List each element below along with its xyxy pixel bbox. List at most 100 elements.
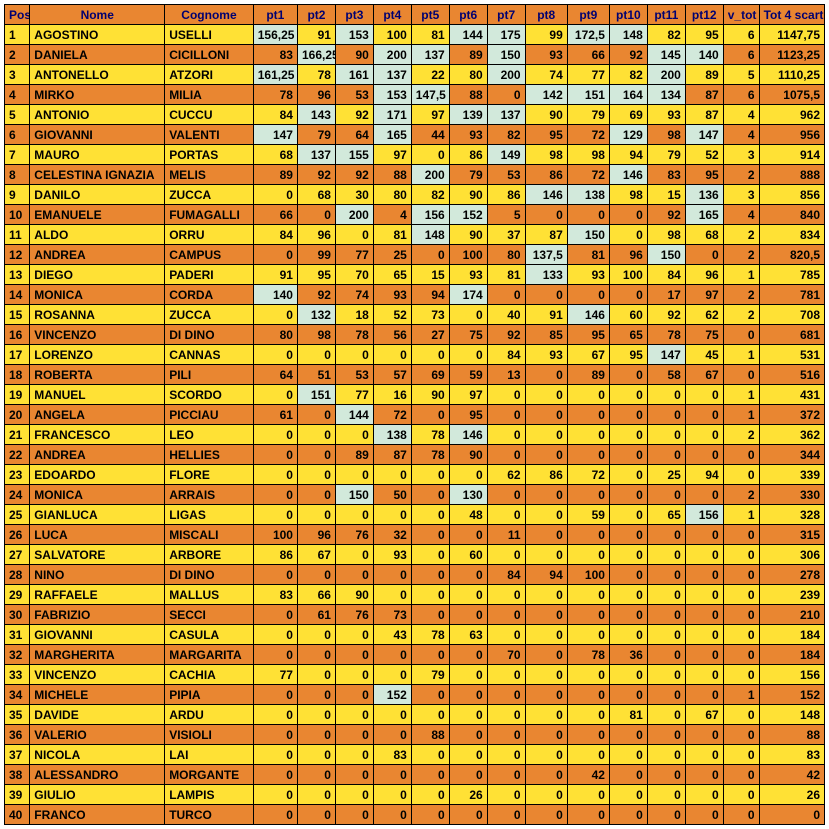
col-pt8: pt8: [525, 5, 567, 25]
cell-pt4: 0: [373, 705, 411, 725]
cell-pt8: 0: [525, 525, 567, 545]
cell-pt11: 98: [647, 125, 685, 145]
cell-pt6: 100: [449, 245, 487, 265]
cell-cognome: LAI: [165, 745, 254, 765]
cell-pt1: 161,25: [253, 65, 297, 85]
cell-cognome: HELLIES: [165, 445, 254, 465]
cell-pt8: 0: [525, 385, 567, 405]
cell-nome: SALVATORE: [30, 545, 165, 565]
cell-pt7: 70: [487, 645, 525, 665]
cell-pt2: 0: [297, 405, 335, 425]
cell-pos: 8: [5, 165, 30, 185]
cell-cognome: CICILLONI: [165, 45, 254, 65]
cell-pt10: 94: [609, 145, 647, 165]
cell-pos: 25: [5, 505, 30, 525]
cell-pt2: 68: [297, 185, 335, 205]
cell-pt4: 81: [373, 225, 411, 245]
cell-pt3: 53: [335, 365, 373, 385]
cell-nome: DANILO: [30, 185, 165, 205]
cell-pt10: 0: [609, 785, 647, 805]
cell-pt9: 150: [567, 225, 609, 245]
cell-tot: 42: [759, 765, 824, 785]
cell-pt8: 0: [525, 485, 567, 505]
cell-pt1: 0: [253, 785, 297, 805]
col-pt4: pt4: [373, 5, 411, 25]
cell-pt11: 65: [647, 505, 685, 525]
cell-pt7: 0: [487, 285, 525, 305]
cell-pt10: 0: [609, 445, 647, 465]
cell-pt9: 98: [567, 145, 609, 165]
cell-vtot: 0: [723, 705, 759, 725]
col-pt12: pt12: [685, 5, 723, 25]
cell-pt7: 0: [487, 785, 525, 805]
cell-pt11: 145: [647, 45, 685, 65]
cell-vtot: 2: [723, 425, 759, 445]
cell-pt9: 0: [567, 705, 609, 725]
cell-vtot: 0: [723, 645, 759, 665]
col-pt9: pt9: [567, 5, 609, 25]
cell-pt12: 0: [685, 445, 723, 465]
cell-pt2: 137: [297, 145, 335, 165]
cell-pt1: 84: [253, 105, 297, 125]
cell-tot: 1110,25: [759, 65, 824, 85]
cell-pt10: 0: [609, 625, 647, 645]
cell-pt3: 0: [335, 705, 373, 725]
cell-pt1: 147: [253, 125, 297, 145]
cell-pt8: 74: [525, 65, 567, 85]
cell-pt8: 0: [525, 205, 567, 225]
cell-pt2: 0: [297, 665, 335, 685]
cell-pt3: 64: [335, 125, 373, 145]
cell-pos: 12: [5, 245, 30, 265]
cell-pt2: 98: [297, 325, 335, 345]
cell-pt3: 153: [335, 25, 373, 45]
cell-pt1: 0: [253, 565, 297, 585]
cell-tot: 210: [759, 605, 824, 625]
cell-pt5: 0: [411, 565, 449, 585]
cell-pt10: 95: [609, 345, 647, 365]
cell-vtot: 6: [723, 85, 759, 105]
cell-pt9: 79: [567, 105, 609, 125]
cell-cognome: VISIOLI: [165, 725, 254, 745]
cell-pt10: 0: [609, 565, 647, 585]
cell-pt6: 0: [449, 525, 487, 545]
cell-pt7: 37: [487, 225, 525, 245]
table-row: 2DANIELACICILLONI83166,25902001378915093…: [5, 45, 825, 65]
cell-pt11: 200: [647, 65, 685, 85]
cell-pt11: 79: [647, 145, 685, 165]
cell-pt9: 0: [567, 585, 609, 605]
cell-tot: 956: [759, 125, 824, 145]
cell-pos: 13: [5, 265, 30, 285]
cell-pos: 30: [5, 605, 30, 625]
cell-pos: 19: [5, 385, 30, 405]
cell-pt1: 0: [253, 445, 297, 465]
cell-nome: ALDO: [30, 225, 165, 245]
cell-nome: DAVIDE: [30, 705, 165, 725]
cell-pt7: 149: [487, 145, 525, 165]
table-row: 26LUCAMISCALI1009676320011000000315: [5, 525, 825, 545]
cell-vtot: 3: [723, 145, 759, 165]
cell-pt3: 90: [335, 585, 373, 605]
cell-pt7: 0: [487, 685, 525, 705]
cell-tot: 708: [759, 305, 824, 325]
cell-vtot: 0: [723, 725, 759, 745]
cell-pt10: 0: [609, 525, 647, 545]
cell-cognome: FLORE: [165, 465, 254, 485]
cell-pt8: 0: [525, 805, 567, 825]
cell-pt3: 76: [335, 605, 373, 625]
cell-pos: 1: [5, 25, 30, 45]
cell-pt8: 0: [525, 405, 567, 425]
cell-pt7: 53: [487, 165, 525, 185]
cell-pt4: 97: [373, 145, 411, 165]
cell-pt6: 26: [449, 785, 487, 805]
cell-cognome: PILI: [165, 365, 254, 385]
cell-vtot: 0: [723, 465, 759, 485]
cell-pt8: 0: [525, 425, 567, 445]
cell-pt11: 78: [647, 325, 685, 345]
cell-cognome: PADERI: [165, 265, 254, 285]
cell-pt5: 69: [411, 365, 449, 385]
cell-pt8: 0: [525, 545, 567, 565]
cell-pt6: 0: [449, 765, 487, 785]
cell-pt10: 82: [609, 65, 647, 85]
cell-cognome: ARDU: [165, 705, 254, 725]
cell-nome: LORENZO: [30, 345, 165, 365]
